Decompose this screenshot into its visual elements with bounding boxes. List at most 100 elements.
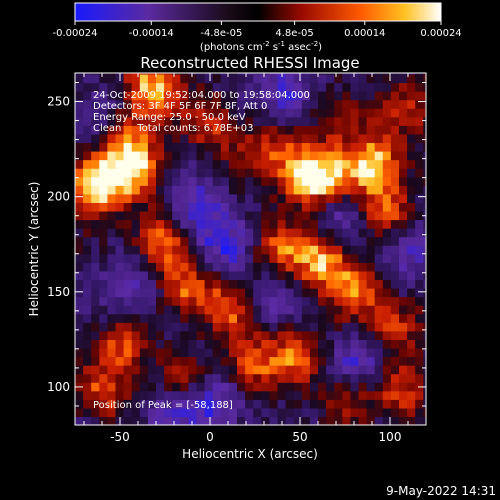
heatmap-cell (334, 373, 343, 383)
heatmap-cell (115, 116, 125, 126)
heatmap-cell (99, 390, 108, 400)
heatmap-cell (423, 151, 426, 161)
heatmap-cell (350, 151, 360, 161)
heatmap-cell (147, 193, 157, 203)
heatmap-cell (334, 279, 343, 289)
heatmap-cell (164, 73, 173, 75)
heatmap-cell (75, 288, 84, 298)
heatmap-cell (390, 313, 400, 323)
heatmap-cell (293, 176, 303, 186)
heatmap-cell (147, 236, 157, 246)
heatmap-cell (204, 193, 214, 203)
heatmap-cell (220, 365, 230, 375)
heatmap-cell (350, 73, 360, 84)
heatmap-cell (318, 73, 327, 84)
heatmap-cell (285, 339, 295, 349)
heatmap-cell (334, 253, 343, 263)
heatmap-cell (123, 228, 133, 238)
heatmap-cell (415, 168, 424, 178)
heatmap-cell (342, 91, 351, 101)
heatmap-cell (204, 399, 214, 409)
heatmap-cell (212, 228, 222, 238)
heatmap-cell (334, 347, 343, 358)
heatmap-cell (123, 176, 133, 186)
heatmap-cell (334, 82, 343, 92)
heatmap-cell (399, 373, 408, 383)
heatmap-cell (237, 305, 246, 315)
heatmap-cell (390, 416, 400, 425)
heatmap-cell (107, 416, 117, 425)
heatmap-cell (326, 288, 335, 298)
heatmap-cell (220, 82, 230, 92)
heatmap-cell (334, 142, 343, 152)
heatmap-cell (91, 288, 100, 298)
heatmap-cell (390, 270, 400, 281)
heatmap-cell (423, 228, 426, 238)
heatmap-cell (423, 236, 426, 246)
heatmap-cell (91, 219, 100, 229)
heatmap-cell (91, 73, 100, 84)
heatmap-cell (139, 356, 149, 366)
heatmap-cell (83, 185, 92, 195)
heatmap-cell (196, 416, 206, 425)
heatmap-cell (115, 313, 125, 323)
heatmap-cell (164, 407, 173, 418)
heatmap-cell (269, 193, 279, 203)
heatmap-cell (212, 365, 222, 375)
heatmap-cell (115, 228, 125, 238)
heatmap-cell (415, 356, 424, 366)
heatmap-cell (115, 373, 125, 383)
heatmap-cell (75, 356, 84, 366)
heatmap-cell (196, 382, 206, 392)
heatmap-cell (131, 133, 141, 144)
heatmap-cell (301, 373, 311, 383)
heatmap-cell (245, 313, 254, 323)
heatmap-cell (164, 151, 173, 161)
heatmap-cell (75, 176, 84, 186)
heatmap-cell (366, 116, 376, 126)
heatmap-cell (172, 99, 181, 109)
heatmap-cell (139, 382, 149, 392)
heatmap-cell (269, 176, 279, 186)
heatmap-cell (75, 270, 84, 281)
heatmap-cell (277, 125, 287, 135)
heatmap-cell (204, 296, 214, 306)
heatmap-cell (334, 168, 343, 178)
heatmap-cell (245, 270, 254, 281)
heatmap-cell (172, 288, 181, 298)
heatmap-cell (374, 373, 384, 383)
heatmap-cell (220, 253, 230, 263)
heatmap-cell (366, 193, 376, 203)
heatmap-cell (407, 390, 416, 400)
heatmap-cell (172, 210, 181, 221)
heatmap-cell (269, 382, 279, 392)
heatmap-cell (326, 210, 335, 221)
heatmap-cell (326, 236, 335, 246)
heatmap-cell (147, 416, 157, 425)
heatmap-cell (115, 305, 125, 315)
heatmap-cell (139, 339, 149, 349)
heatmap-cell (277, 202, 287, 212)
heatmap-cell (285, 125, 295, 135)
heatmap-cell (301, 407, 311, 418)
heatmap-cell (366, 210, 376, 221)
heatmap-cell (75, 279, 84, 289)
heatmap-cell (407, 210, 416, 221)
heatmap-cell (115, 390, 125, 400)
heatmap-cell (277, 133, 287, 144)
heatmap-cell (131, 99, 141, 109)
heatmap-cell (220, 108, 230, 118)
heatmap-cell (423, 365, 426, 375)
heatmap-cell (415, 322, 424, 332)
heatmap-cell (196, 390, 206, 400)
heatmap-cell (358, 151, 368, 161)
heatmap-cell (399, 185, 408, 195)
heatmap-cell (342, 347, 351, 358)
heatmap-cell (253, 151, 262, 161)
heatmap-cell (245, 142, 254, 152)
heatmap-cell (423, 407, 426, 418)
heatmap-cell (277, 373, 287, 383)
heatmap-cell (156, 108, 165, 118)
heatmap-cell (285, 142, 295, 152)
heatmap-cell (342, 202, 351, 212)
